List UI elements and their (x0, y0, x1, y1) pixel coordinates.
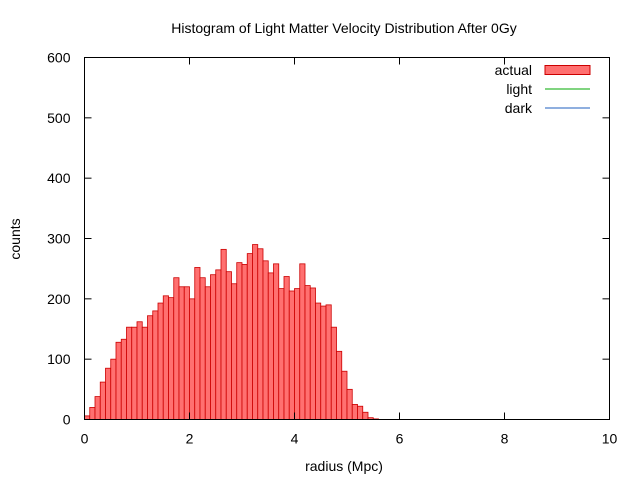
y-tick-label: 100 (47, 351, 71, 367)
legend-label-actual: actual (495, 62, 532, 78)
histogram-bar (194, 267, 201, 420)
y-tick-label: 300 (47, 231, 71, 247)
histogram-bar (136, 321, 143, 420)
histogram-bar (288, 290, 295, 420)
histogram-bar (84, 415, 91, 420)
legend: actual light dark (495, 62, 591, 116)
histogram-bar (246, 253, 253, 420)
histogram-bar (215, 269, 222, 420)
histogram-bar (199, 277, 206, 420)
plot-frame (84, 57, 610, 420)
histogram-bar (183, 286, 190, 420)
histogram-bar (231, 283, 238, 420)
histogram-bar (336, 350, 343, 420)
histogram-bar (262, 260, 269, 420)
legend-label-dark: dark (505, 100, 533, 116)
y-tick-label: 600 (47, 50, 71, 66)
histogram-bar (162, 295, 169, 420)
x-tick-label: 2 (186, 431, 194, 447)
histogram-bar (252, 244, 259, 420)
histogram-bars (84, 244, 379, 420)
x-tick-label: 10 (602, 431, 618, 447)
x-axis-label: radius (Mpc) (305, 458, 383, 474)
histogram-bar (283, 276, 290, 420)
histogram-bar (94, 396, 101, 420)
histogram-bar (357, 405, 364, 420)
histogram-bar (115, 341, 122, 420)
histogram-bar (273, 263, 280, 420)
histogram-bar (341, 370, 348, 420)
histogram-bar (309, 287, 316, 420)
histogram-bar (346, 388, 353, 420)
y-tick-label: 500 (47, 110, 71, 126)
axis-ticks: 0 100 200 300 400 500 600 0 2 4 6 8 10 (47, 50, 617, 447)
histogram-bar (257, 248, 264, 420)
histogram-bar (89, 407, 96, 420)
chart-title: Histogram of Light Matter Velocity Distr… (171, 20, 516, 36)
histogram-bar (126, 326, 133, 420)
y-tick-label: 0 (63, 412, 71, 428)
y-tick-label: 400 (47, 170, 71, 186)
histogram-bar (120, 338, 127, 420)
histogram-bar (105, 367, 112, 420)
histogram-bar (241, 264, 248, 420)
histogram-bar (325, 304, 332, 420)
legend-label-light: light (506, 81, 532, 97)
histogram-bar (351, 404, 358, 420)
histogram-bar (189, 298, 196, 420)
histogram-bar (320, 305, 327, 420)
histogram-bar (131, 326, 138, 420)
histogram-bar (315, 302, 322, 420)
x-tick-label: 8 (501, 431, 509, 447)
histogram-bar (294, 288, 301, 420)
histogram-bar (157, 302, 164, 420)
legend-swatch-actual (544, 65, 591, 75)
histogram-bar (141, 326, 148, 420)
x-tick-label: 0 (81, 431, 89, 447)
histogram-bar (152, 310, 159, 420)
x-tick-label: 6 (396, 431, 404, 447)
histogram-bar (99, 381, 106, 420)
x-tick-label: 4 (291, 431, 299, 447)
histogram-bar (304, 285, 311, 420)
histogram-bar (168, 297, 175, 420)
histogram-bar (330, 326, 337, 420)
histogram-bar (173, 277, 180, 420)
histogram-bar (278, 288, 285, 420)
histogram-bar (178, 286, 185, 420)
histogram-bar (204, 286, 211, 420)
histogram-bar (225, 271, 232, 420)
histogram-bar (110, 358, 117, 420)
histogram-bar (210, 274, 217, 420)
y-tick-label: 200 (47, 291, 71, 307)
histogram-bar (267, 272, 274, 420)
histogram-bar (362, 411, 369, 420)
histogram-bar (299, 263, 306, 420)
histogram-bar (220, 248, 227, 420)
y-axis-label: counts (7, 218, 23, 259)
histogram-bar (236, 262, 243, 420)
histogram-bar (147, 315, 154, 420)
